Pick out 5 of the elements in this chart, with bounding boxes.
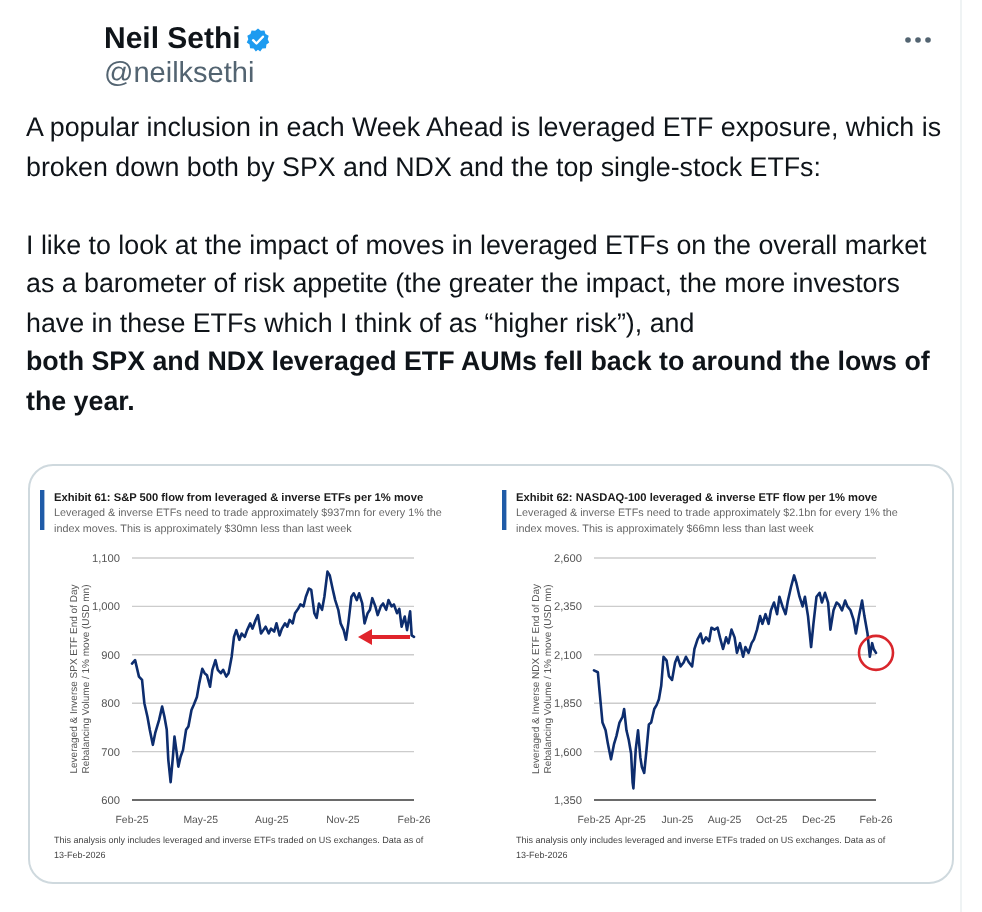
text: both SPX and NDX leveraged ETF AUMs fell back to around the lows of the year. [26, 344, 932, 420]
line-series [130, 570, 416, 784]
text: @neilksethi [104, 56, 255, 92]
text: Neil Sethi [104, 22, 241, 58]
text: A popular inclusion in each Week Ahead is leveraged ETF exposure, which is broken down both by SPX and NDX and the top single-stock ETFs: [26, 110, 944, 186]
